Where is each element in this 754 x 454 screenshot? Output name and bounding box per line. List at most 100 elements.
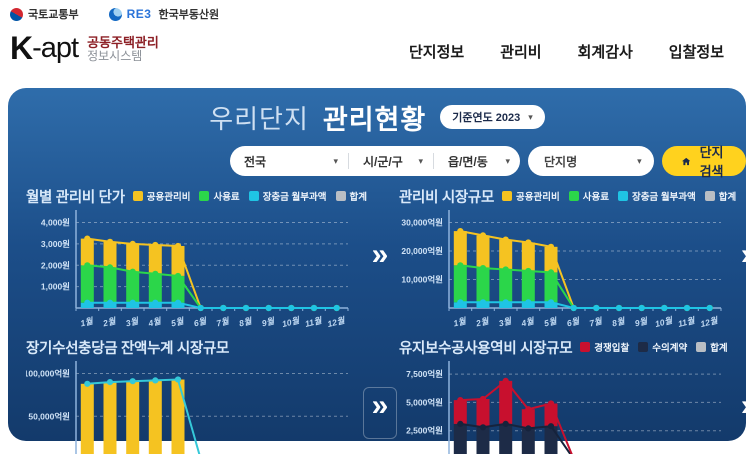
divider: [348, 153, 349, 169]
svg-text:7월: 7월: [588, 315, 604, 328]
kapt-sub-line2: 정보시스템: [87, 49, 143, 64]
svg-text:5,000억원: 5,000억원: [406, 397, 443, 407]
svg-text:20,000억원: 20,000억원: [401, 246, 443, 256]
legend-swatch-icon: [638, 342, 649, 352]
svg-text:9월: 9월: [634, 315, 650, 328]
base-year-label: 기준연도 2023: [452, 112, 521, 124]
svg-text:11월: 11월: [677, 315, 697, 329]
kapt-sub-line1: 공동주택관리: [87, 35, 159, 51]
legend-swatch-icon: [617, 191, 628, 201]
legend-item: 공용관리비: [502, 189, 560, 203]
chart-legend: 공용관리비 사용료 장충금 월부과액 합계: [502, 189, 736, 203]
svg-text:10,000억원: 10,000억원: [401, 275, 443, 285]
chart-title-monthly-fee: 월별 관리비 단가: [26, 189, 125, 206]
chart-title-maintenance-cost: 유지보수공사용역비 시장규모: [399, 340, 573, 357]
reb-label: 한국부동산원: [158, 9, 220, 21]
next-arrow[interactable]: »: [363, 386, 397, 439]
svg-text:2,500억원: 2,500억원: [406, 426, 443, 436]
legend-swatch-icon: [248, 191, 259, 201]
svg-text:4월: 4월: [146, 315, 163, 328]
region-select-group: 전국 ▾ 시/군/구 ▾ 읍/면/동 ▾: [230, 146, 520, 176]
chevron-down-icon: ▾: [505, 155, 510, 166]
svg-text:1월: 1월: [452, 315, 468, 328]
next-arrow[interactable]: »: [371, 237, 389, 271]
complex-search-button[interactable]: 단지 검색: [661, 145, 746, 179]
chart-cell-fee-market: 관리비 시장규모 공용관리비 사용료 장충금 월부과액 합계 30,000억원 20,0…: [399, 186, 754, 337]
kapt-logo[interactable]: K -apt 공동주택관리 정보시스템: [10, 30, 159, 67]
kapt-logo-k: K: [10, 30, 33, 66]
legend-item: 수의계약: [638, 340, 687, 354]
eupmyeondong-select[interactable]: 읍/면/동 ▾: [434, 153, 520, 170]
next-arrow[interactable]: »: [736, 390, 754, 435]
svg-text:3월: 3월: [498, 315, 514, 328]
chart-title-reserve-balance: 장기수선충당금 잔액누계 시장규모: [26, 340, 230, 357]
reb-wordmark: RE3: [126, 7, 152, 21]
complex-name-input[interactable]: 단지명 ▾: [528, 146, 654, 176]
reb-circle-icon: [108, 7, 122, 21]
svg-text:10월: 10월: [654, 315, 674, 329]
region-select-value: 전국: [244, 154, 267, 169]
search-filter-row: 전국 ▾ 시/군/구 ▾ 읍/면/동 ▾ 단지명 ▾ 단지 검색: [230, 145, 746, 179]
hero-title-bold: 관리현황: [322, 104, 427, 135]
legend-item: 사용료: [199, 189, 240, 203]
svg-text:11월: 11월: [304, 315, 324, 329]
svg-text:4월: 4월: [519, 315, 536, 328]
svg-text:2월: 2월: [101, 315, 118, 328]
chart-reserve-balance: 100,000억원50,000억원1월2월3월4월5월6월7월8월9월10월11…: [24, 357, 367, 454]
dashboard-panel: 우리단지 관리현황 기준연도 2023 ▾ 전국 ▾ 시/군/구 ▾ 읍/면/동…: [8, 88, 754, 454]
nav-item-audit[interactable]: 회계감사: [577, 44, 633, 61]
nav-item-bidding[interactable]: 입찰정보: [668, 44, 724, 61]
region-select[interactable]: 전국 ▾: [230, 153, 348, 170]
svg-text:7월: 7월: [215, 315, 231, 328]
legend-item: 합계: [696, 340, 728, 354]
eupmyeondong-select-value: 읍/면/동: [448, 154, 488, 169]
home-icon: [681, 157, 691, 165]
nav-item-management-fee[interactable]: 관리비: [500, 44, 542, 61]
chart-cell-maintenance-cost: 유지보수공사용역비 시장규모 경쟁입찰 수의계약 합계 7,500억원 5,000억원…: [399, 337, 754, 454]
svg-text:10월: 10월: [281, 315, 301, 329]
svg-text:6월: 6월: [193, 315, 209, 328]
chart-monthly-fee: 4,000원 3,000원 2,000원 1,000원 1월 2월 3월 4월 5월 6월 7월 8월…: [26, 206, 367, 337]
complex-search-label: 단지 검색: [699, 145, 724, 179]
legend-swatch-icon: [502, 191, 513, 201]
chevron-down-icon: ▾: [418, 155, 423, 166]
svg-text:2월: 2월: [474, 315, 491, 328]
legend-swatch-icon: [696, 342, 707, 352]
chart-title-fee-market: 관리비 시장규모: [399, 189, 495, 206]
svg-text:5월: 5월: [543, 315, 559, 328]
legend-item: 경쟁입찰: [580, 340, 629, 354]
reb-logo[interactable]: RE3 한국부동산원: [108, 6, 220, 22]
svg-text:3,000원: 3,000원: [41, 239, 70, 249]
svg-text:12월: 12월: [326, 315, 346, 329]
site-header: 국토교통부 RE3 한국부동산원 K -apt 공동주택관리 정보시스템 단지정…: [0, 0, 754, 88]
svg-text:9월: 9월: [261, 315, 277, 328]
chevron-down-icon: ▾: [528, 111, 533, 122]
chevron-down-icon: ▾: [333, 155, 338, 166]
legend-swatch-icon: [704, 191, 715, 201]
svg-text:2,000원: 2,000원: [41, 260, 70, 270]
svg-text:12월: 12월: [699, 315, 719, 329]
chart-maintenance-cost: 7,500억원5,000억원2,500억원1월2월3월4월5월6월7월8월9월1…: [399, 357, 736, 454]
svg-text:1월: 1월: [79, 315, 95, 328]
svg-text:4,000원: 4,000원: [41, 218, 70, 228]
kapt-logo-apt: -apt: [32, 32, 79, 64]
svg-text:1,000원: 1,000원: [41, 282, 70, 292]
chart-cell-reserve-balance: 장기수선충당금 잔액누계 시장규모 100,000억원50,000억원1월2월3…: [24, 337, 397, 454]
nav-item-complex-info[interactable]: 단지정보: [408, 44, 465, 61]
svg-text:3월: 3월: [125, 315, 141, 328]
svg-text:6월: 6월: [566, 315, 582, 328]
legend-item: 장충금 월부과액: [617, 189, 696, 203]
svg-text:50,000억원: 50,000억원: [28, 411, 70, 421]
svg-text:100,000억원: 100,000억원: [26, 369, 70, 379]
chart-legend: 경쟁입찰 수의계약 합계: [580, 340, 728, 354]
molit-logo[interactable]: 국토교통부: [10, 6, 79, 22]
base-year-select[interactable]: 기준연도 2023 ▾: [440, 105, 545, 129]
charts-grid: 월별 관리비 단가 공용관리비 사용료 장충금 월부과액 합계 4,000원 3,000…: [8, 182, 754, 454]
legend-item: 공용관리비: [132, 189, 190, 203]
next-arrow[interactable]: »: [736, 239, 754, 284]
svg-text:7,500억원: 7,500억원: [406, 369, 443, 379]
legend-swatch-icon: [132, 191, 143, 201]
svg-text:8월: 8월: [238, 315, 254, 328]
sigungu-select[interactable]: 시/군/구 ▾: [349, 153, 433, 170]
molit-taegeuk-icon: [10, 7, 23, 21]
